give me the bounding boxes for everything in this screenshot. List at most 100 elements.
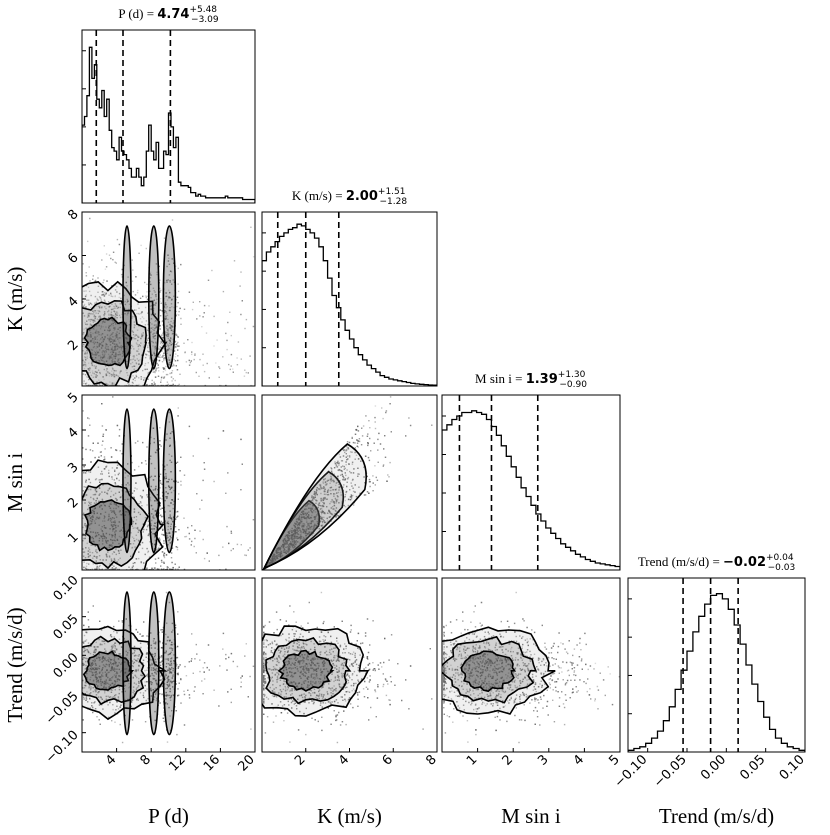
scatter-point (108, 546, 110, 548)
scatter-point (115, 305, 117, 308)
scatter-point (101, 353, 104, 355)
scatter-point (87, 384, 89, 386)
scatter-point (137, 345, 139, 348)
scatter-point (154, 525, 156, 527)
scatter-point (169, 550, 171, 552)
scatter-point (98, 487, 101, 489)
scatter-point (93, 314, 96, 317)
scatter-point (136, 312, 138, 315)
scatter-point (121, 443, 123, 445)
scatter-point (134, 442, 137, 444)
scatter-point (98, 360, 101, 362)
scatter-point (161, 344, 163, 347)
scatter-point (177, 302, 179, 304)
scatter-point (141, 335, 143, 337)
scatter-point (135, 558, 138, 560)
scatter-point (89, 554, 91, 557)
scatter-point (112, 510, 114, 512)
scatter-point (136, 488, 138, 490)
scatter-point (166, 535, 168, 537)
scatter-point (145, 356, 147, 359)
scatter-point (230, 530, 232, 533)
scatter-point (169, 542, 171, 544)
scatter-point (105, 307, 107, 310)
scatter-point (131, 330, 134, 332)
scatter-point (97, 442, 99, 444)
scatter-point (111, 534, 113, 536)
scatter-point (159, 354, 161, 356)
scatter-point (103, 355, 106, 357)
scatter-point (245, 554, 247, 557)
scatter-point (94, 568, 96, 570)
scatter-point (130, 532, 132, 534)
scatter-point (104, 458, 106, 460)
scatter-point (91, 313, 94, 315)
scatter-point (167, 254, 169, 256)
scatter-point (155, 384, 157, 386)
scatter-point (133, 490, 135, 492)
scatter-point (109, 363, 112, 365)
scatter-point (132, 543, 135, 545)
scatter-point (88, 266, 90, 268)
scatter-point (168, 391, 169, 392)
scatter-point (160, 508, 162, 510)
scatter-point (98, 344, 100, 346)
scatter-point (161, 551, 164, 553)
scatter-point (225, 384, 227, 386)
scatter-point (111, 384, 113, 386)
scatter-point (96, 551, 98, 554)
scatter-point (126, 360, 128, 363)
scatter-point (167, 363, 170, 365)
scatter-point (220, 384, 222, 386)
scatter-point (289, 529, 292, 531)
scatter-point (111, 568, 113, 570)
scatter-point (109, 487, 111, 489)
scatter-point (133, 537, 135, 540)
scatter-point (144, 362, 147, 365)
scatter-point (166, 566, 169, 568)
scatter-point (115, 355, 117, 357)
scatter-point (91, 568, 94, 570)
scatter-point (168, 517, 170, 519)
scatter-point (132, 562, 134, 565)
histogram-panel-K (261, 211, 438, 387)
scatter-point (159, 356, 161, 359)
scatter-point (165, 532, 167, 534)
scatter-point (165, 334, 167, 336)
scatter-point (166, 496, 168, 498)
scatter-point (320, 486, 322, 488)
scatter-point (138, 557, 140, 560)
scatter-point (164, 368, 166, 370)
scatter-point (90, 362, 93, 364)
scatter-point (100, 299, 102, 301)
scatter-point (104, 536, 106, 538)
scatter-point (87, 344, 89, 346)
scatter-point (177, 302, 179, 304)
scatter-point (155, 302, 157, 304)
scatter-point (84, 537, 86, 540)
scatter-point (188, 364, 191, 366)
scatter-point (90, 544, 92, 546)
scatter-point (89, 329, 91, 332)
scatter-point (170, 327, 172, 329)
scatter-point (199, 508, 201, 510)
scatter-point (113, 524, 115, 526)
scatter-point (151, 354, 153, 356)
scatter-point (83, 363, 85, 366)
scatter-point (166, 359, 169, 361)
scatter-point (141, 541, 144, 544)
scatter-point (166, 497, 168, 499)
scatter-point (166, 433, 168, 435)
scatter-point (106, 556, 108, 558)
scatter-point (93, 319, 95, 321)
scatter-point (175, 480, 177, 482)
scatter-point (113, 329, 115, 331)
scatter-point (83, 512, 85, 514)
scatter-point (94, 371, 96, 373)
scatter-point (111, 348, 113, 350)
scatter-point (82, 548, 84, 550)
scatter-point (112, 368, 114, 370)
scatter-point (104, 568, 107, 570)
scatter-point (90, 541, 93, 543)
scatter-point (108, 469, 110, 472)
